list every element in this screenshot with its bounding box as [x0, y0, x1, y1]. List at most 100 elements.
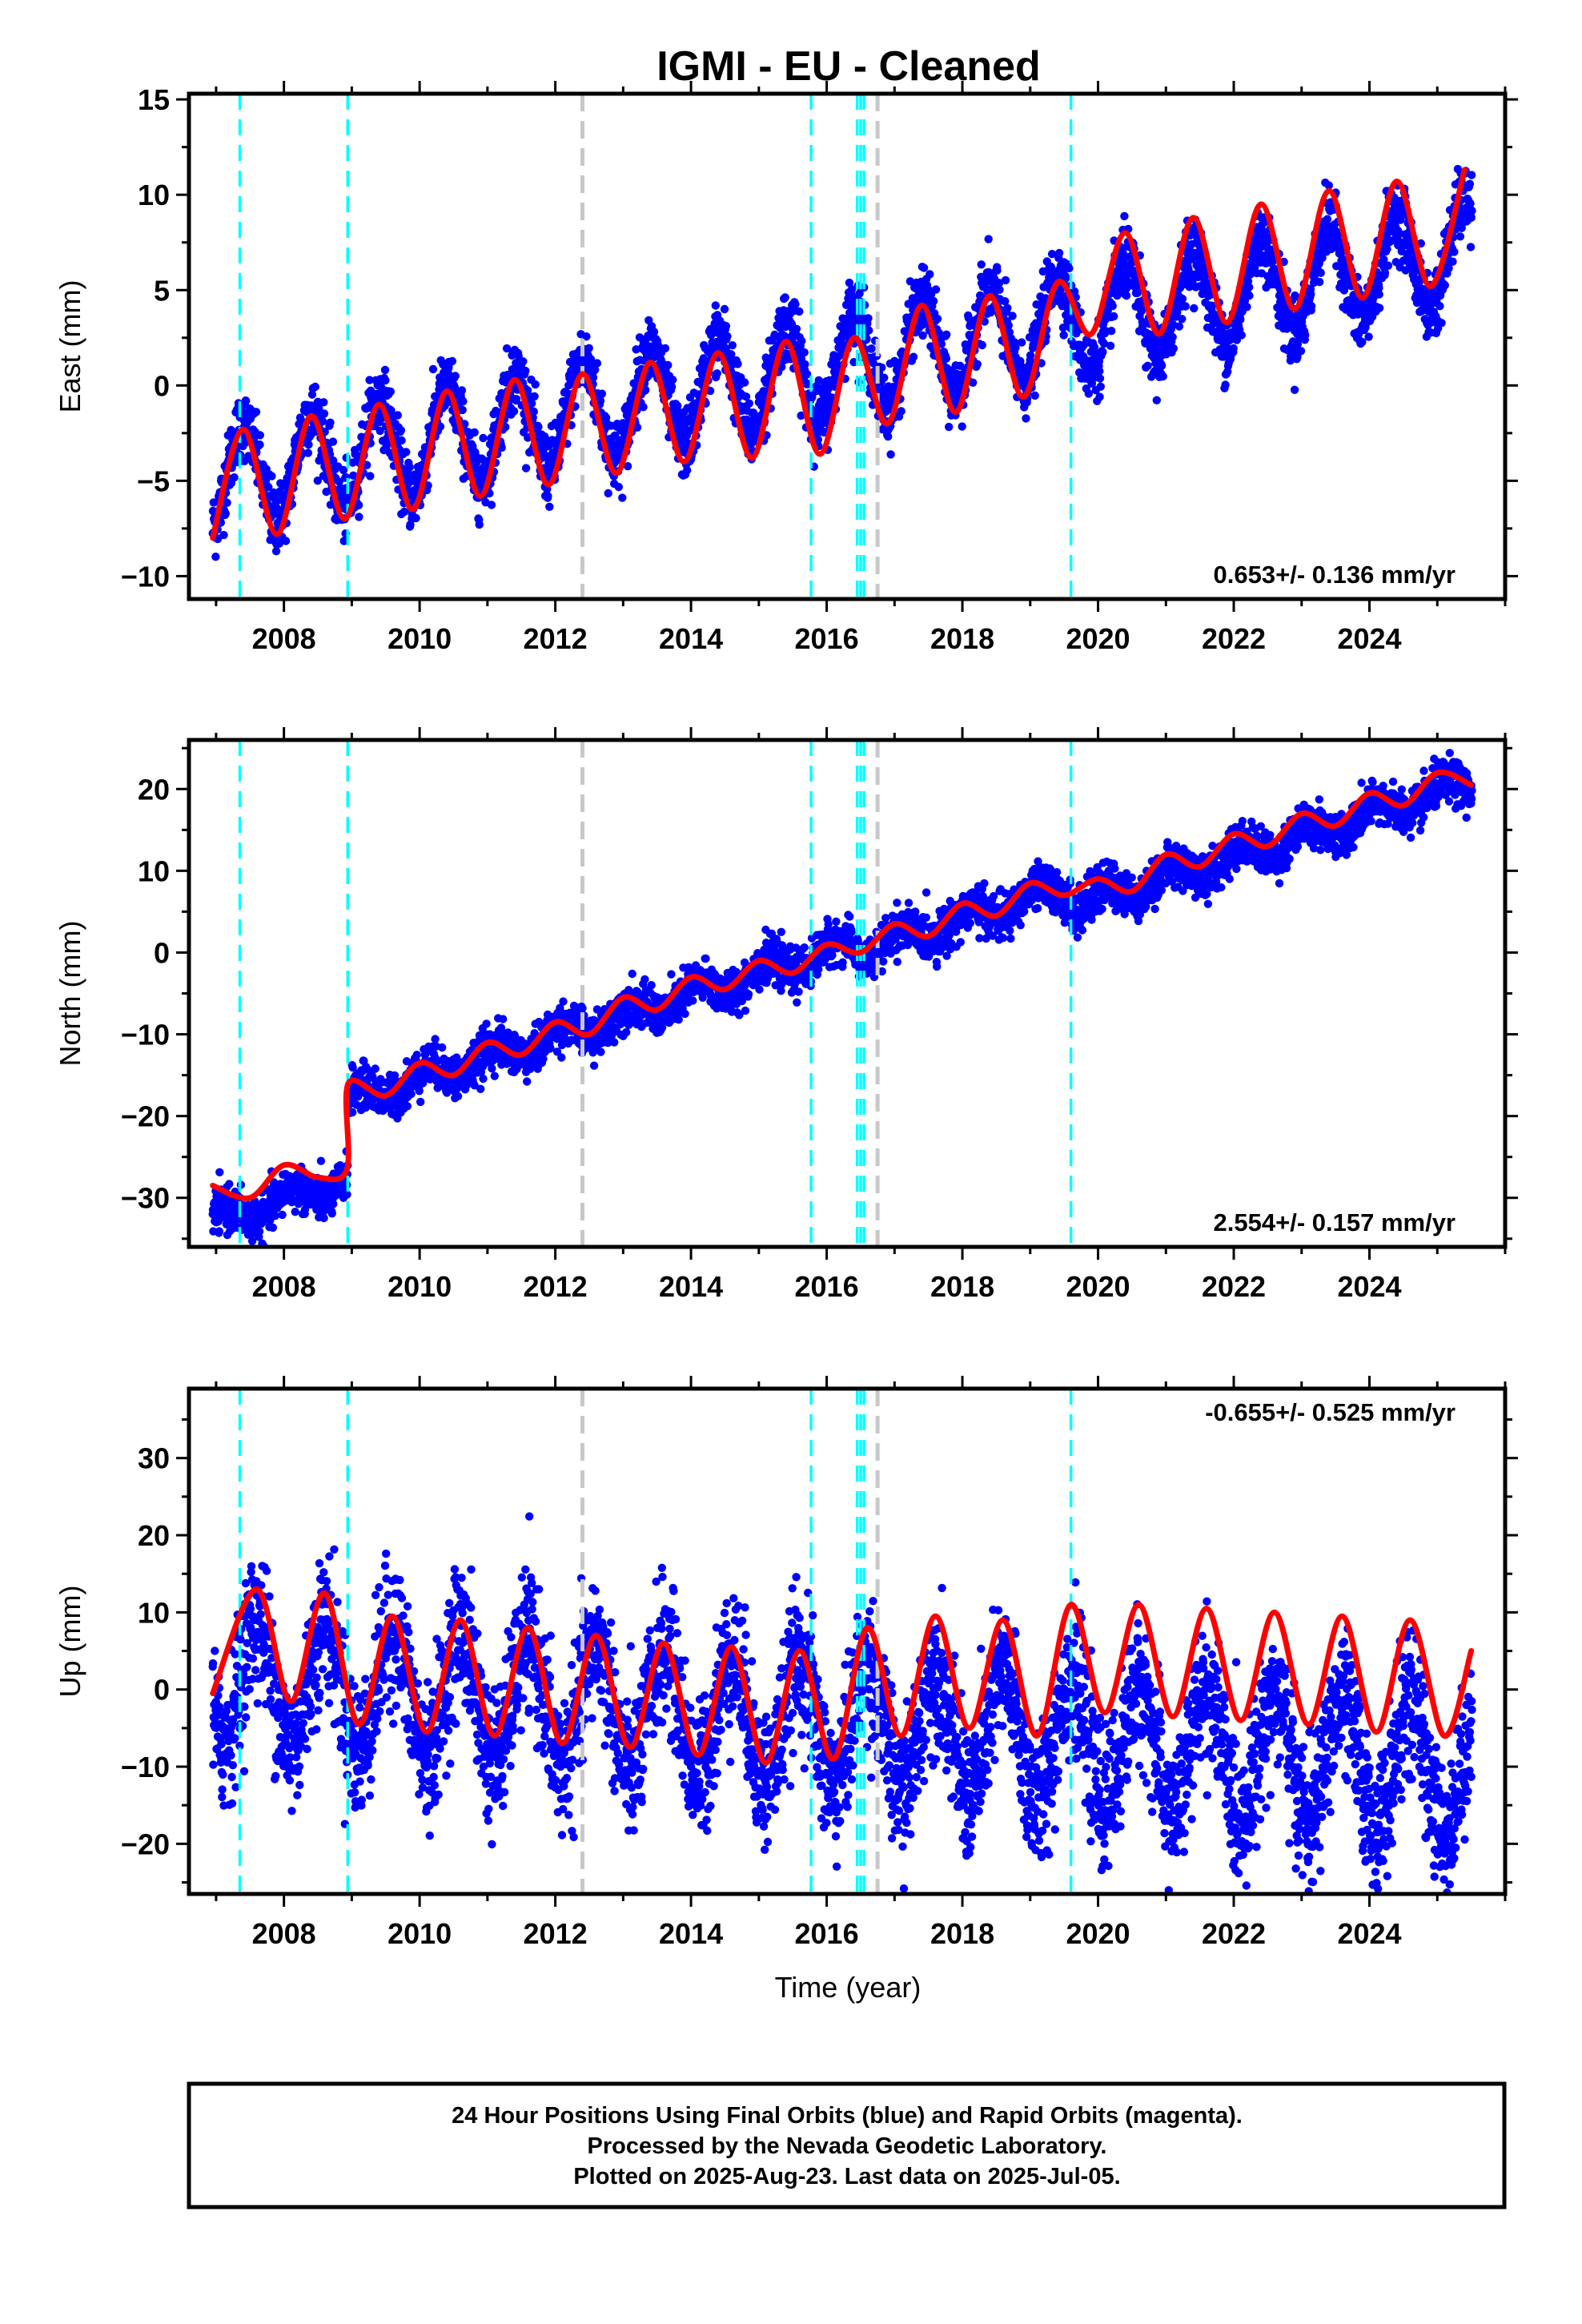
data-point: [1004, 321, 1014, 330]
data-point: [973, 360, 982, 368]
data-point: [845, 278, 854, 287]
data-point: [519, 357, 528, 366]
y-tick-label: 15: [138, 83, 170, 116]
data-point: [1243, 303, 1251, 312]
plot-area: [208, 740, 1476, 1247]
plot-area: [208, 94, 1476, 599]
data-point: [531, 380, 540, 389]
data-point: [534, 422, 543, 432]
data-point: [343, 1190, 351, 1199]
data-point: [1095, 392, 1104, 401]
data-point: [304, 440, 313, 449]
data-point: [271, 1212, 280, 1220]
data-point: [255, 1227, 264, 1236]
data-point: [1307, 290, 1315, 299]
data-point: [713, 369, 721, 378]
data-point: [1246, 270, 1255, 279]
data-point: [479, 433, 488, 443]
data-point: [942, 330, 951, 339]
x-tick-label: 2020: [1066, 622, 1130, 655]
rate-annotation: 0.653+/- 0.136 mm/yr: [1214, 561, 1456, 589]
data-point: [864, 314, 873, 323]
data-point: [1375, 283, 1383, 292]
data-point: [1178, 271, 1187, 280]
data-point: [1011, 344, 1020, 352]
data-point: [919, 263, 929, 272]
data-point: [1467, 213, 1476, 222]
data-point: [1375, 290, 1383, 299]
data-point: [278, 1210, 287, 1220]
data-point: [1184, 264, 1193, 274]
y-tick-label: 5: [154, 274, 170, 307]
data-point: [918, 331, 927, 340]
data-point: [211, 553, 220, 561]
data-point: [530, 392, 539, 401]
data-point: [814, 376, 823, 385]
data-point: [1450, 247, 1459, 256]
data-point: [375, 426, 384, 436]
data-point: [1054, 248, 1064, 258]
data-point: [1364, 332, 1373, 341]
x-tick-label: 2016: [795, 622, 859, 655]
data-point: [316, 1156, 326, 1165]
data-point: [1030, 391, 1039, 400]
data-point: [865, 326, 873, 335]
data-point: [1467, 171, 1476, 179]
data-point: [984, 235, 993, 243]
data-point: [327, 1209, 336, 1218]
data-point: [300, 1205, 310, 1214]
data-point: [664, 360, 673, 370]
data-point: [545, 502, 554, 511]
y-tick-label: −10: [121, 560, 170, 593]
data-point: [654, 342, 663, 351]
data-point: [329, 1200, 338, 1208]
data-point: [639, 403, 648, 412]
data-point: [1437, 319, 1446, 328]
data-point: [1468, 207, 1476, 215]
data-point: [1047, 250, 1057, 259]
data-point: [1236, 315, 1245, 324]
data-point: [487, 501, 496, 509]
data-point: [683, 466, 692, 475]
data-point: [412, 513, 420, 523]
data-point: [1358, 337, 1367, 347]
data-point: [880, 373, 889, 382]
data-point: [800, 348, 809, 357]
data-point: [1379, 255, 1388, 264]
data-point: [407, 1089, 416, 1099]
data-point: [403, 1102, 412, 1111]
data-point: [1178, 315, 1186, 324]
data-point: [415, 1087, 424, 1096]
data-point: [649, 328, 659, 336]
data-point: [926, 270, 934, 279]
panel-1: 2008 2010 2012 2014 2016 2018 2020 2022 2024−10−…: [54, 81, 1518, 655]
data-point: [1466, 199, 1475, 208]
data-point: [402, 448, 411, 456]
data-point: [1375, 304, 1384, 312]
data-point: [667, 382, 677, 392]
y-tick-label: 0: [154, 369, 170, 402]
data-point: [1178, 295, 1187, 304]
data-point: [322, 487, 331, 497]
data-point: [268, 1223, 278, 1232]
data-point: [318, 416, 327, 426]
data-point: [366, 472, 375, 480]
data-point: [1401, 266, 1410, 275]
data-point: [802, 370, 812, 379]
data-point: [313, 476, 322, 485]
data-point: [264, 483, 273, 492]
data-point: [348, 1063, 357, 1072]
data-point: [1003, 304, 1012, 312]
data-point: [1296, 347, 1306, 356]
data-point: [929, 296, 938, 306]
data-point: [942, 354, 951, 363]
data-point: [548, 436, 556, 444]
data-point: [219, 530, 228, 540]
data-point: [397, 436, 406, 445]
data-point: [958, 422, 966, 431]
data-point: [247, 1236, 257, 1246]
data-point: [1143, 361, 1152, 370]
data-point: [475, 520, 484, 529]
data-point: [1152, 396, 1162, 404]
